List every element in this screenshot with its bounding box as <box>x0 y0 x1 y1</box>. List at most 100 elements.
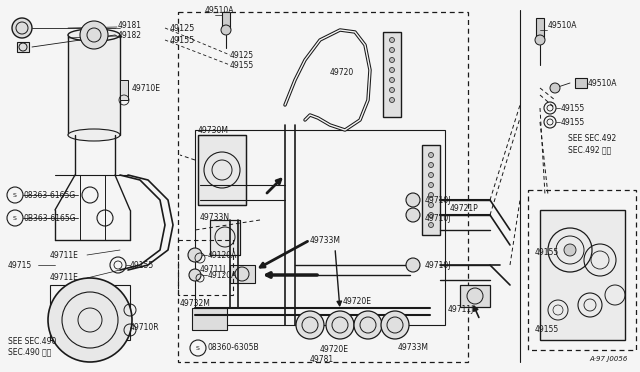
Bar <box>222 12 230 30</box>
Circle shape <box>390 87 394 93</box>
Ellipse shape <box>68 129 120 141</box>
Text: 49710E: 49710E <box>132 83 161 93</box>
Text: 49781: 49781 <box>310 356 334 365</box>
Circle shape <box>429 173 433 177</box>
Text: SEE SEC.492: SEE SEC.492 <box>568 134 616 142</box>
Circle shape <box>381 311 409 339</box>
Text: S: S <box>13 215 17 221</box>
Text: 49720E: 49720E <box>343 298 372 307</box>
Bar <box>50 285 130 340</box>
Bar <box>198 135 246 205</box>
Text: S: S <box>196 346 200 350</box>
Bar <box>68 35 120 135</box>
Text: 49715: 49715 <box>8 260 32 269</box>
Text: 49733N: 49733N <box>200 212 230 221</box>
Circle shape <box>390 38 394 42</box>
Text: 49711J: 49711J <box>448 305 474 314</box>
Circle shape <box>390 97 394 103</box>
Text: 49733M: 49733M <box>310 235 341 244</box>
Text: 49181: 49181 <box>118 20 142 29</box>
Text: 49710J: 49710J <box>425 196 451 205</box>
Text: 49730M: 49730M <box>198 125 229 135</box>
Text: 49721P: 49721P <box>450 203 479 212</box>
Text: 49155: 49155 <box>170 35 195 45</box>
Circle shape <box>390 67 394 73</box>
Bar <box>540 210 625 340</box>
Text: 49733M: 49733M <box>398 343 429 353</box>
Text: 0B363-6165G: 0B363-6165G <box>24 214 77 222</box>
Text: 49155: 49155 <box>561 103 585 112</box>
Text: 49125: 49125 <box>170 23 195 32</box>
Bar <box>17 42 29 52</box>
Text: 49720: 49720 <box>330 67 355 77</box>
Bar <box>460 285 490 307</box>
Ellipse shape <box>68 29 120 41</box>
Bar <box>198 135 246 205</box>
Circle shape <box>354 311 382 339</box>
Bar <box>422 145 440 235</box>
Text: 49732M: 49732M <box>180 298 211 308</box>
Circle shape <box>188 248 202 262</box>
Bar <box>178 12 468 362</box>
Circle shape <box>429 222 433 228</box>
Text: SEC.492 参照: SEC.492 参照 <box>568 145 611 154</box>
Bar <box>195 130 445 325</box>
Circle shape <box>429 202 433 208</box>
Bar <box>178 240 233 295</box>
Text: 49155: 49155 <box>130 260 154 269</box>
Bar <box>210 220 240 255</box>
Circle shape <box>12 18 32 38</box>
Circle shape <box>326 311 354 339</box>
Text: 49125: 49125 <box>230 51 254 60</box>
Text: 49120A: 49120A <box>208 250 237 260</box>
Text: 49711J: 49711J <box>200 266 227 275</box>
Text: 08360-6305B: 08360-6305B <box>207 343 259 353</box>
Circle shape <box>429 183 433 187</box>
Bar <box>192 308 227 330</box>
Text: 49720E: 49720E <box>320 346 349 355</box>
Circle shape <box>80 21 108 49</box>
Text: 49155: 49155 <box>535 247 559 257</box>
Circle shape <box>189 269 201 281</box>
Text: 49510A: 49510A <box>205 6 234 15</box>
Text: 49710J: 49710J <box>425 260 451 269</box>
Circle shape <box>429 153 433 157</box>
Circle shape <box>390 48 394 52</box>
Circle shape <box>406 193 420 207</box>
Text: 49155: 49155 <box>230 61 254 70</box>
Circle shape <box>550 83 560 93</box>
Bar <box>210 220 240 255</box>
Bar <box>528 190 636 350</box>
Circle shape <box>406 258 420 272</box>
Circle shape <box>429 163 433 167</box>
Circle shape <box>296 311 324 339</box>
Bar <box>575 78 587 88</box>
Text: 49510A: 49510A <box>548 20 577 29</box>
Text: 49510A: 49510A <box>588 78 618 87</box>
Text: S: S <box>13 192 17 198</box>
Text: 49711E: 49711E <box>50 273 79 282</box>
Bar <box>230 265 255 283</box>
Circle shape <box>564 244 576 256</box>
Text: 49710R: 49710R <box>130 324 159 333</box>
Circle shape <box>429 192 433 198</box>
Text: SEC.490 参照: SEC.490 参照 <box>8 347 51 356</box>
Circle shape <box>221 25 231 35</box>
Text: 49155: 49155 <box>535 326 559 334</box>
Bar <box>536 18 544 40</box>
Circle shape <box>48 278 132 362</box>
Text: 49710J: 49710J <box>425 214 451 222</box>
Text: 08363-6165G: 08363-6165G <box>24 190 76 199</box>
Text: SEE SEC.490: SEE SEC.490 <box>8 337 56 346</box>
Text: 49182: 49182 <box>118 31 142 39</box>
Text: A·97 J0056: A·97 J0056 <box>589 356 628 362</box>
Circle shape <box>429 212 433 218</box>
Text: 49711E: 49711E <box>50 250 79 260</box>
Text: 49120A: 49120A <box>208 270 237 279</box>
Text: 49155: 49155 <box>561 118 585 126</box>
Circle shape <box>406 208 420 222</box>
Circle shape <box>390 58 394 62</box>
Bar <box>383 32 401 117</box>
Circle shape <box>535 35 545 45</box>
Circle shape <box>390 77 394 83</box>
